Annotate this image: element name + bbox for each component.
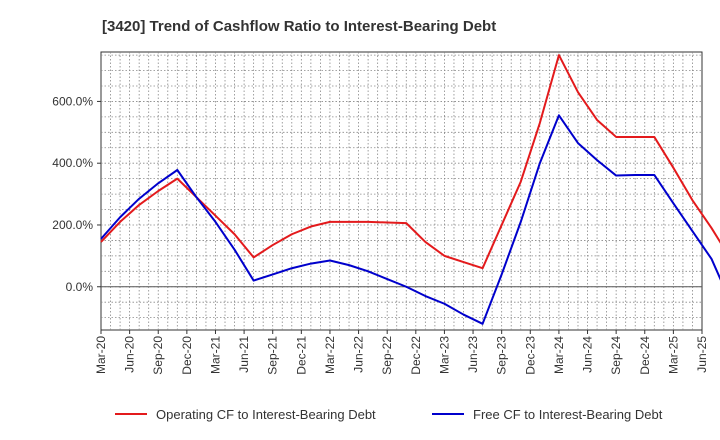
legend-label-2: Free CF to Interest-Bearing Debt [473, 407, 663, 422]
x-tick-label: Sep-23 [495, 336, 509, 375]
y-tick-label: 0.0% [66, 280, 94, 294]
x-tick-label: Mar-20 [94, 336, 108, 374]
plot-frame [100, 51, 703, 331]
y-tick-label: 600.0% [52, 94, 93, 108]
plot-area [100, 51, 703, 331]
x-tick-label: Dec-23 [523, 336, 537, 375]
x-tick-label: Dec-20 [180, 336, 194, 375]
y-tick-label: 200.0% [52, 218, 93, 232]
series-line-1 [100, 54, 720, 270]
x-tick-label: Sep-21 [266, 336, 280, 375]
series-layer [100, 54, 720, 325]
x-tick-label: Jun-23 [466, 336, 480, 373]
x-tick-label: Mar-23 [437, 336, 451, 374]
x-tick-label: Mar-22 [323, 336, 337, 374]
x-tick-label: Mar-21 [208, 336, 222, 374]
y-axis-ticks: 0.0% 200.0% 400.0% 600.0% [52, 94, 101, 294]
x-tick-label: Sep-20 [151, 336, 165, 375]
series-line-2 [100, 114, 720, 325]
x-tick-label: Jun-24 [581, 336, 595, 373]
x-axis-ticks: Mar-20 Jun-20 Sep-20 Dec-20 Mar-21 Jun-21 Sep-… [94, 330, 709, 375]
x-tick-label: Jun-20 [123, 336, 137, 373]
x-tick-label: Dec-21 [294, 336, 308, 375]
legend-label-1: Operating CF to Interest-Bearing Debt [156, 407, 376, 422]
x-tick-label: Dec-22 [409, 336, 423, 375]
y-tick-label: 400.0% [52, 156, 93, 170]
x-tick-label: Jun-22 [352, 336, 366, 373]
x-tick-label: Jun-21 [237, 336, 251, 373]
chart-title: [3420] Trend of Cashflow Ratio to Intere… [102, 18, 496, 35]
x-tick-label: Dec-24 [638, 336, 652, 375]
x-tick-label: Jun-25 [695, 336, 709, 373]
x-tick-label: Mar-25 [666, 336, 680, 374]
legend: Operating CF to Interest-Bearing Debt Fre… [115, 407, 663, 422]
x-tick-label: Sep-24 [609, 336, 623, 375]
x-tick-label: Mar-24 [552, 336, 566, 374]
x-tick-label: Sep-22 [380, 336, 394, 375]
